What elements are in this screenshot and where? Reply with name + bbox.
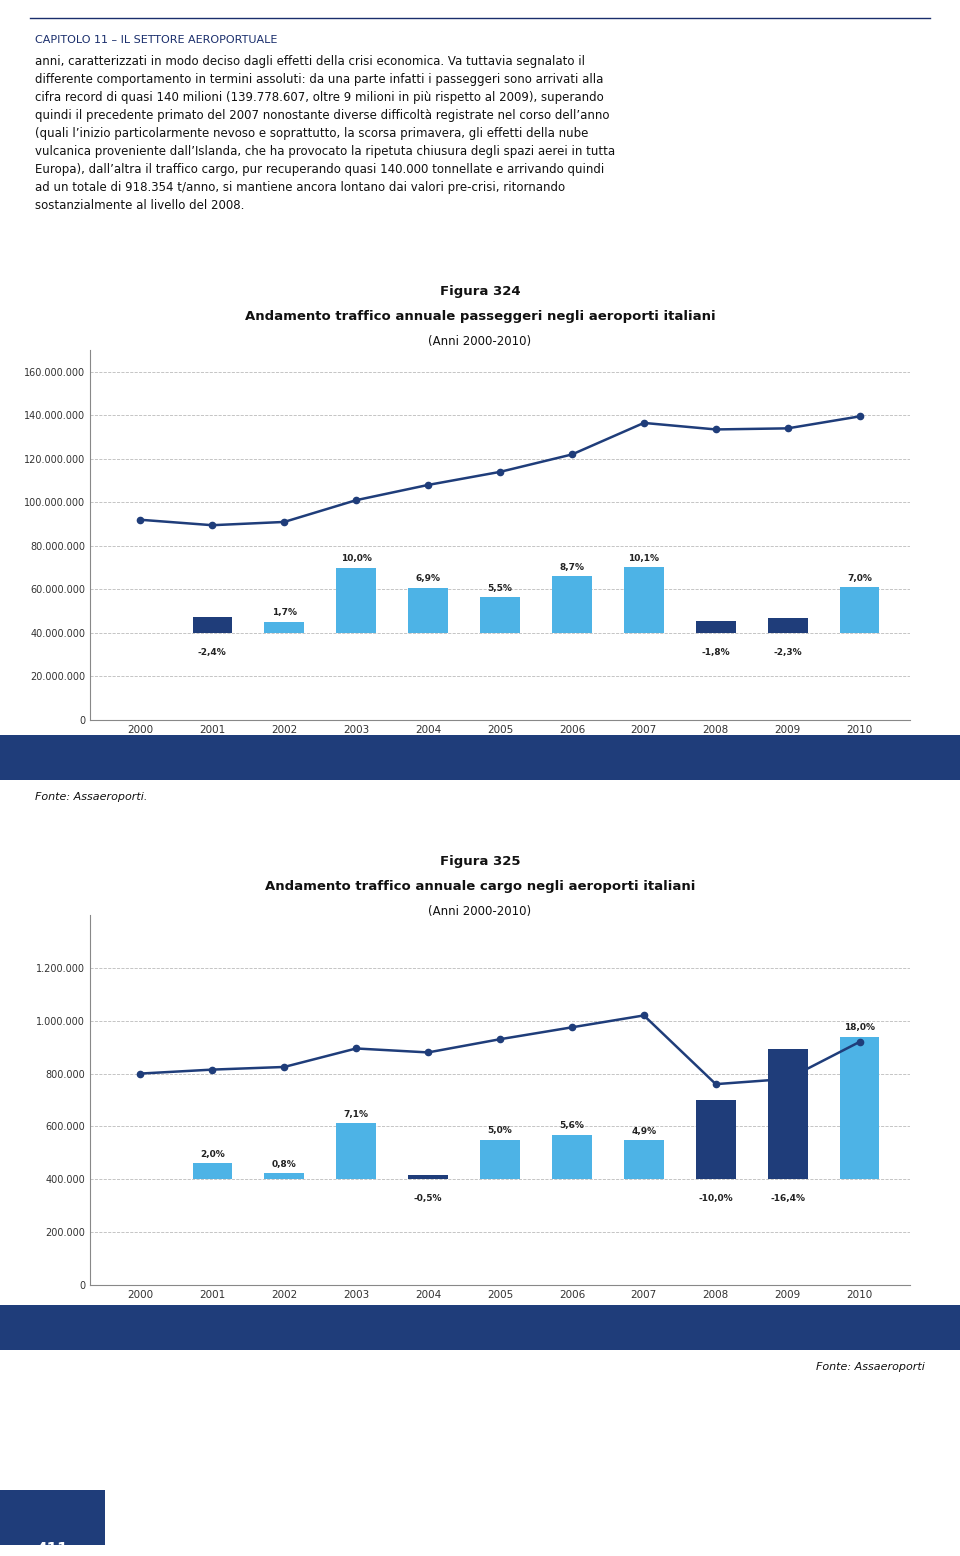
Text: anni, caratterizzati in modo deciso dagli effetti della crisi economica. Va tutt: anni, caratterizzati in modo deciso dagl… xyxy=(35,54,615,212)
Bar xyxy=(768,618,807,633)
Bar xyxy=(696,1100,735,1179)
Text: Figura 324: Figura 324 xyxy=(440,285,520,299)
Text: 7,1%: 7,1% xyxy=(344,1109,369,1119)
Bar xyxy=(552,1134,591,1179)
Text: 5,5%: 5,5% xyxy=(488,584,513,593)
Text: Fonte: Assaeroporti.: Fonte: Assaeroporti. xyxy=(35,792,148,801)
Bar xyxy=(336,568,376,633)
Text: 4,9%: 4,9% xyxy=(632,1127,657,1136)
Text: 411: 411 xyxy=(36,1542,68,1556)
Text: 10,1%: 10,1% xyxy=(629,554,660,563)
Bar xyxy=(336,1123,376,1179)
Text: Andamento traffico annuale cargo negli aeroporti italiani: Andamento traffico annuale cargo negli a… xyxy=(265,881,695,893)
Bar xyxy=(408,588,448,633)
Text: 2,0%: 2,0% xyxy=(200,1150,225,1159)
Bar xyxy=(840,587,879,633)
Text: -16,4%: -16,4% xyxy=(770,1193,805,1203)
Text: Fonte: Assaeroporti: Fonte: Assaeroporti xyxy=(816,1362,925,1372)
Text: (Anni 2000-2010): (Anni 2000-2010) xyxy=(428,335,532,349)
Bar xyxy=(264,1173,304,1179)
Text: 0,8%: 0,8% xyxy=(272,1159,297,1169)
Text: -2,3%: -2,3% xyxy=(774,647,802,657)
Bar xyxy=(696,621,735,633)
Bar xyxy=(840,1036,879,1179)
Text: 18,0%: 18,0% xyxy=(844,1024,876,1032)
Bar xyxy=(408,1175,448,1179)
Bar xyxy=(480,598,519,633)
Text: -1,8%: -1,8% xyxy=(702,647,731,657)
Text: 6,9%: 6,9% xyxy=(416,574,441,584)
Text: 1,7%: 1,7% xyxy=(272,608,297,618)
Bar xyxy=(552,576,591,633)
Text: CAPITOLO 11 – IL SETTORE AEROPORTUALE: CAPITOLO 11 – IL SETTORE AEROPORTUALE xyxy=(35,34,277,45)
Bar xyxy=(624,1141,663,1179)
Text: 7,0%: 7,0% xyxy=(848,574,872,584)
Bar xyxy=(480,1139,519,1179)
Bar xyxy=(624,566,663,633)
Text: Figura 325: Figura 325 xyxy=(440,854,520,868)
Text: 10,0%: 10,0% xyxy=(341,554,372,563)
Bar xyxy=(264,622,304,633)
Text: -10,0%: -10,0% xyxy=(699,1193,733,1203)
Bar xyxy=(193,618,232,633)
Text: Andamento traffico annuale passeggeri negli aeroporti italiani: Andamento traffico annuale passeggeri ne… xyxy=(245,310,715,324)
Text: -2,4%: -2,4% xyxy=(198,647,227,657)
Text: 5,0%: 5,0% xyxy=(488,1127,513,1136)
Text: -0,5%: -0,5% xyxy=(414,1193,443,1203)
Text: 5,6%: 5,6% xyxy=(560,1122,585,1131)
Bar xyxy=(193,1164,232,1179)
Text: (Anni 2000-2010): (Anni 2000-2010) xyxy=(428,906,532,918)
Bar xyxy=(768,1049,807,1179)
Text: 8,7%: 8,7% xyxy=(560,563,585,571)
